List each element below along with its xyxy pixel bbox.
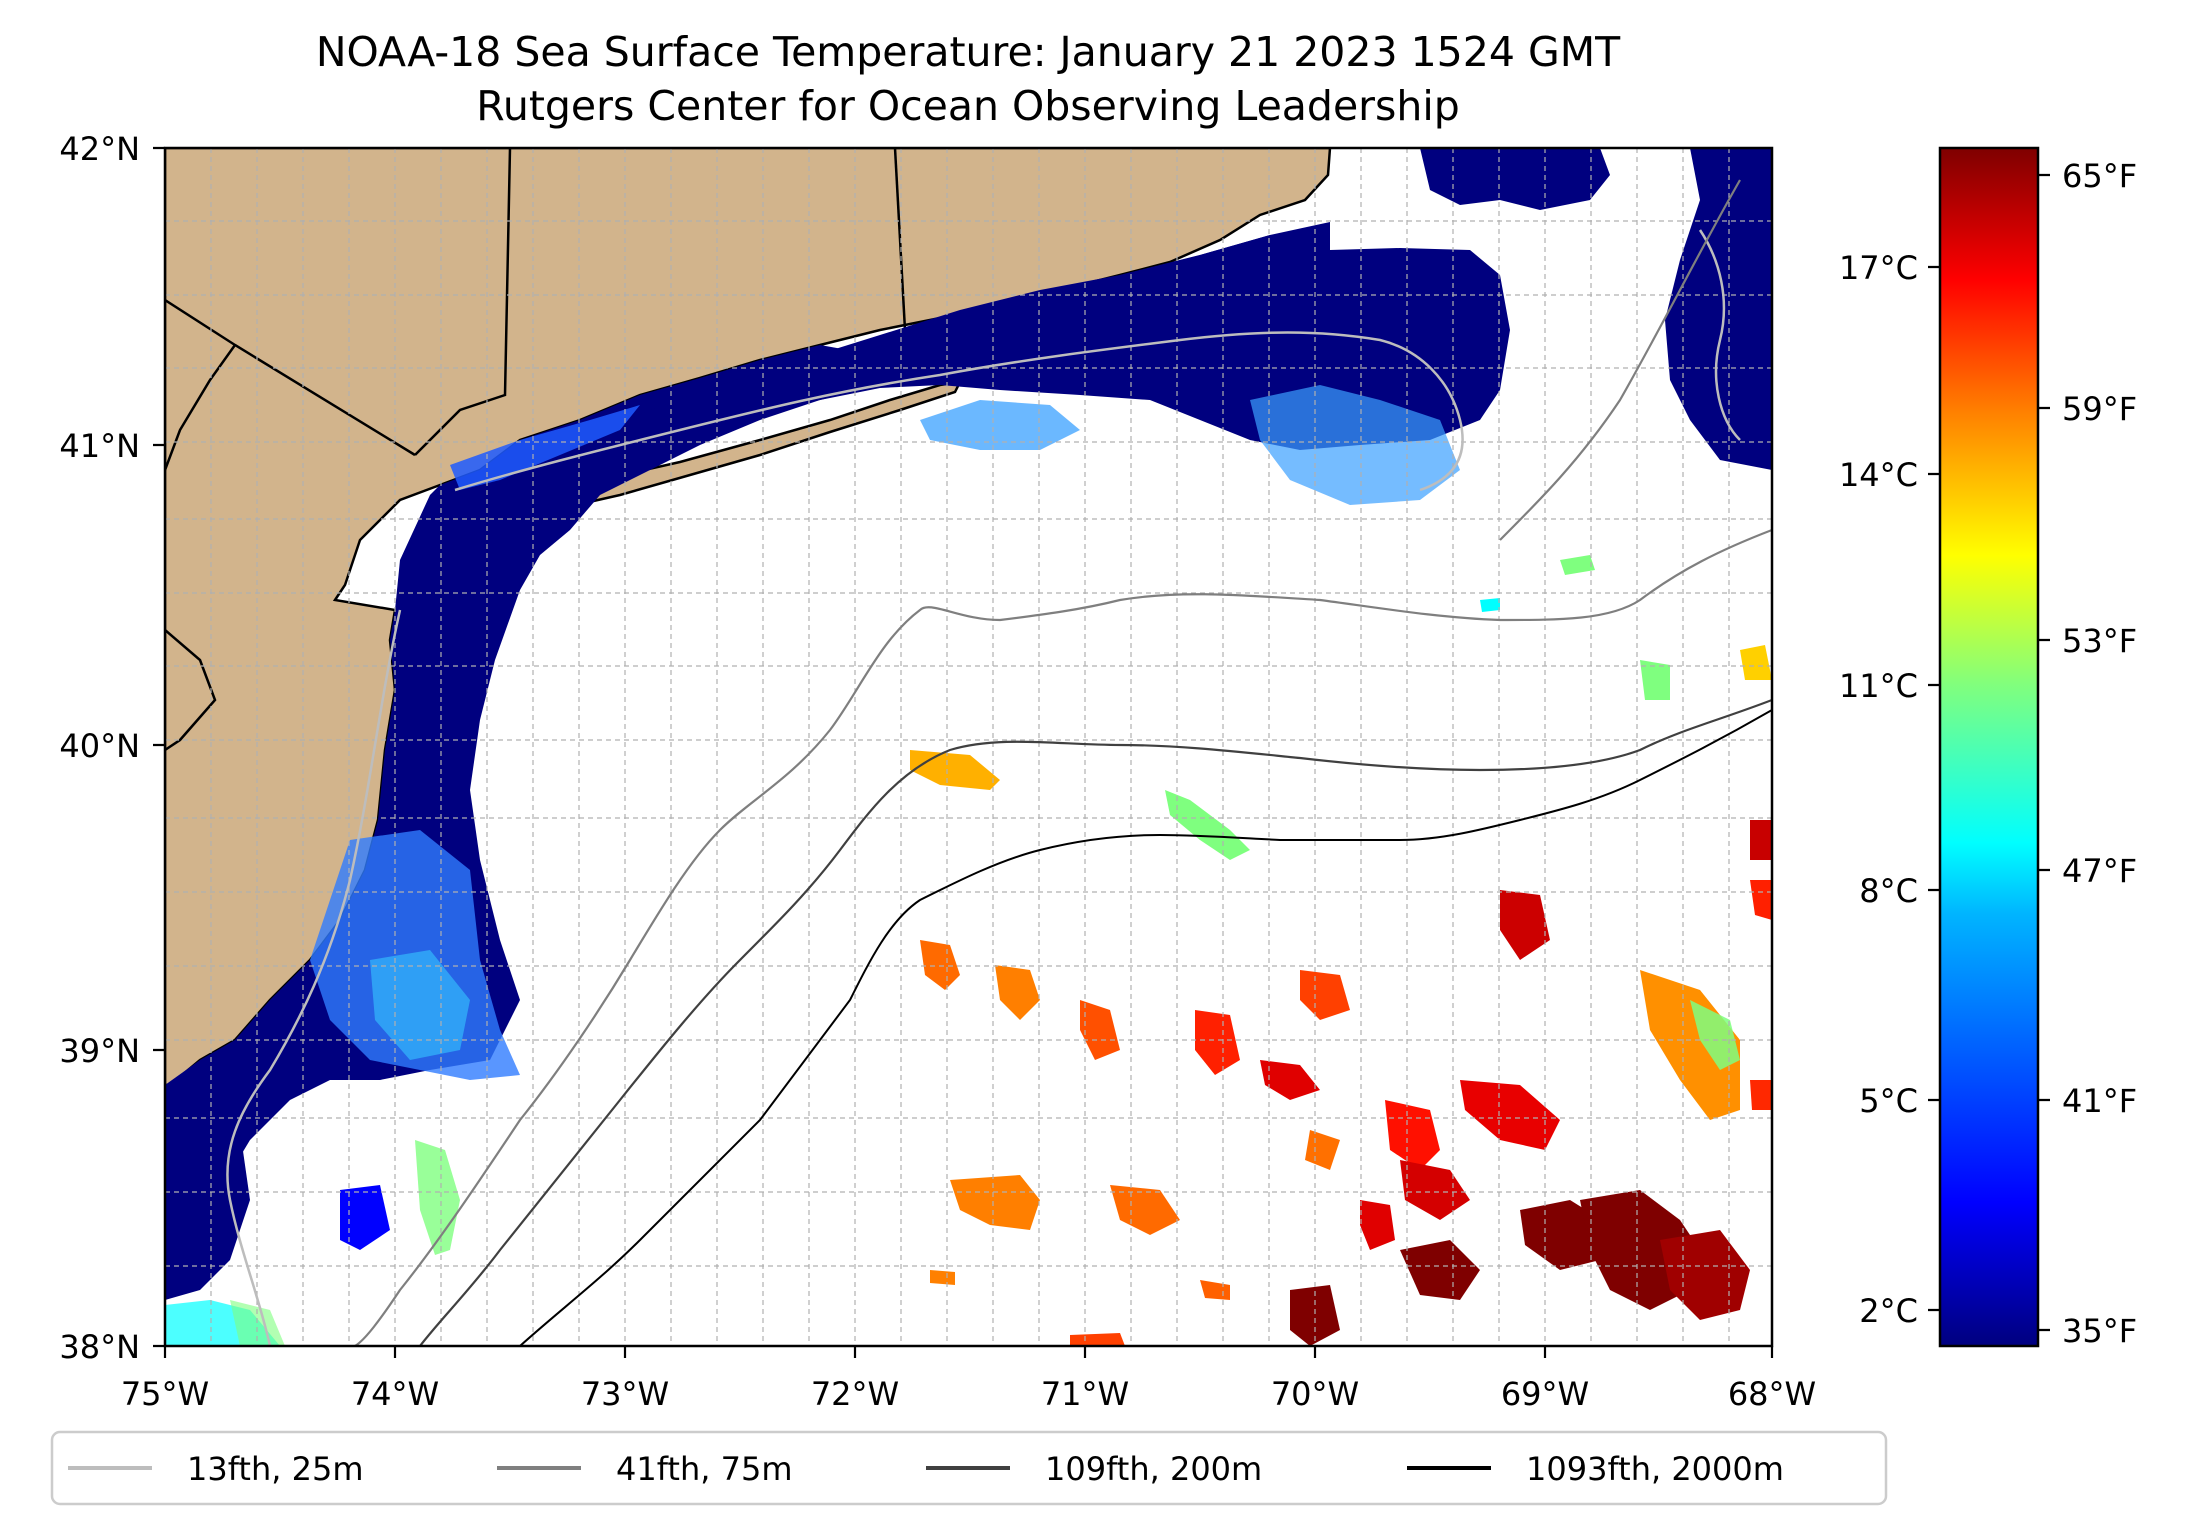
y-tick-label: 39°N (59, 1032, 140, 1070)
colorbar-celsius-label: 17°C (1839, 249, 1918, 287)
y-tick-label: 40°N (59, 727, 140, 765)
x-tick-label: 69°W (1501, 1375, 1589, 1413)
isobath-200m (419, 698, 1772, 1346)
map-title-line1: NOAA-18 Sea Surface Temperature: January… (316, 28, 1621, 76)
isobath-75m (354, 179, 1772, 1346)
x-tick-label: 74°W (351, 1375, 439, 1413)
graticule (165, 148, 1772, 1346)
x-tick-label: 75°W (121, 1375, 209, 1413)
x-tick-label: 72°W (811, 1375, 899, 1413)
colorbar-fahrenheit-label: 47°F (2062, 852, 2137, 890)
legend-label: 109fth, 200m (1045, 1450, 1262, 1488)
colorbar-fahrenheit-label: 59°F (2062, 390, 2137, 428)
colorbar-gradient (1938, 146, 2040, 1348)
x-tick-label: 71°W (1041, 1375, 1129, 1413)
legend-label: 1093fth, 2000m (1526, 1450, 1784, 1488)
isobath-legend: 13fth, 25m 41fth, 75m 109fth, 200m 1093f… (50, 1430, 1888, 1506)
map-plot-area (165, 148, 1772, 1346)
colorbar-fahrenheit-label: 35°F (2062, 1312, 2137, 1350)
isobath-2000m (519, 709, 1772, 1346)
axis-tick-marks (153, 146, 1774, 1358)
y-tick-label: 41°N (59, 427, 140, 465)
colorbar-fahrenheit-label: 53°F (2062, 622, 2137, 660)
x-tick-label: 70°W (1271, 1375, 1359, 1413)
colorbar-celsius-label: 8°C (1859, 872, 1918, 910)
colorbar-celsius-label: 14°C (1839, 456, 1918, 494)
legend-label: 41fth, 75m (616, 1450, 792, 1488)
y-tick-label: 38°N (59, 1328, 140, 1366)
legend-label: 13fth, 25m (187, 1450, 363, 1488)
sst-cold-water (165, 148, 1772, 1300)
colorbar: 17°C 14°C 11°C 8°C 5°C 2°C 65°F 59°F 53°… (1839, 146, 2137, 1350)
colorbar-fahrenheit-label: 65°F (2062, 157, 2137, 195)
colorbar-celsius-label: 5°C (1859, 1082, 1918, 1120)
map-frame (163, 146, 1774, 1348)
state-borders (165, 148, 907, 752)
colorbar-celsius-label: 11°C (1839, 667, 1918, 705)
x-tick-label: 73°W (581, 1375, 669, 1413)
y-axis-tick-labels: 42°N 41°N 40°N 39°N 38°N (59, 130, 140, 1366)
map-title-line2: Rutgers Center for Ocean Observing Leade… (476, 82, 1460, 130)
isobath-25m (226, 229, 1741, 1346)
y-tick-label: 42°N (59, 130, 140, 168)
sst-warm-water (910, 555, 1772, 1346)
x-tick-label: 68°W (1728, 1375, 1816, 1413)
colorbar-celsius-label: 2°C (1859, 1292, 1918, 1330)
x-axis-tick-labels: 75°W 74°W 73°W 72°W 71°W 70°W 69°W 68°W (121, 1375, 1816, 1413)
colorbar-fahrenheit-label: 41°F (2062, 1082, 2137, 1120)
